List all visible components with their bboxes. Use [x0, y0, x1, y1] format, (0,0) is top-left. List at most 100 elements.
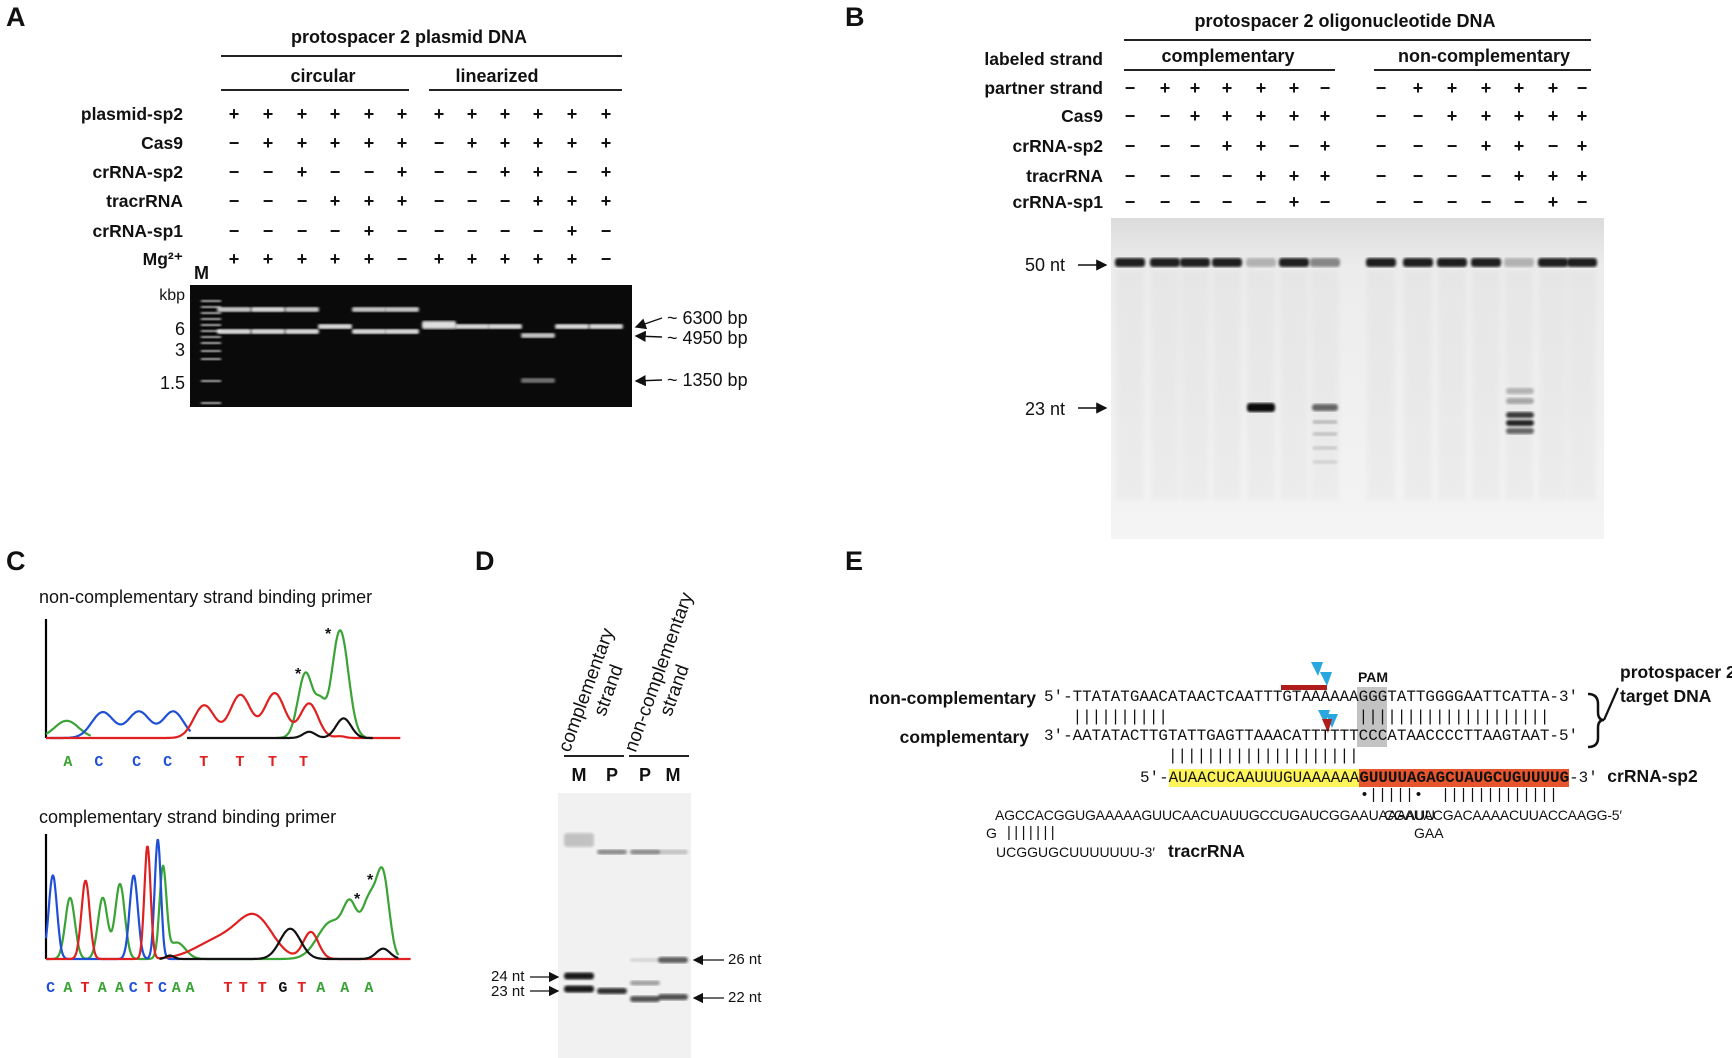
sign-plus: + [1255, 136, 1267, 156]
band-label-4950: ~ 4950 bp [667, 328, 748, 348]
gel-band [630, 996, 660, 1002]
panel-a-row-label: Mg²⁺ [142, 249, 183, 269]
bracket-pointer [1602, 687, 1620, 721]
base-call-bottom: T [238, 980, 248, 997]
panel-a-row-label: crRNA-sp2 [92, 162, 183, 182]
sign-minus: − [1159, 192, 1171, 212]
sign-minus: − [363, 162, 375, 182]
chromatogram-trace [159, 927, 399, 961]
sign-plus: + [1547, 106, 1559, 126]
sign-plus: + [532, 162, 544, 182]
ladder-band [201, 380, 221, 383]
sign-minus: − [1159, 136, 1171, 156]
sign-minus: − [566, 162, 578, 182]
sign-minus: − [1319, 192, 1331, 212]
ladder-band [201, 330, 221, 333]
sign-plus: + [1446, 78, 1458, 98]
lane-smear [1568, 270, 1596, 500]
band-arrow [634, 375, 663, 387]
sign-minus: − [600, 221, 612, 241]
base-call: C [132, 754, 142, 771]
gel-band [658, 994, 688, 1000]
sign-plus: + [1189, 78, 1201, 98]
band-label-6300: ~ 6300 bp [667, 308, 748, 328]
lane-smear [1367, 270, 1395, 500]
marker-lane-label: M [194, 263, 209, 283]
sign-plus: + [1480, 78, 1492, 98]
base-call-bottom: C [157, 980, 167, 997]
chromatogram-trace [276, 629, 367, 740]
sign-plus: + [566, 221, 578, 241]
base-call: T [199, 754, 209, 771]
sign-plus: + [363, 191, 375, 211]
sign-minus: − [466, 221, 478, 241]
sign-plus: + [396, 191, 408, 211]
gel-band [658, 957, 688, 963]
sign-minus: − [1159, 106, 1171, 126]
lane-smear [1280, 270, 1308, 500]
sign-minus: − [1480, 166, 1492, 186]
gel-band [352, 307, 386, 312]
gel-band-50nt [1437, 258, 1467, 267]
base-call-bottom: A [364, 980, 374, 997]
gel-band [564, 833, 594, 847]
gel-band [597, 849, 627, 855]
sign-plus: + [396, 133, 408, 153]
sign-plus: + [1480, 106, 1492, 126]
base-call-bottom: A [63, 980, 73, 997]
sign-plus: + [566, 249, 578, 269]
sign-minus: − [1446, 192, 1458, 212]
sign-minus: − [1446, 166, 1458, 186]
gel-band [630, 849, 660, 855]
group-complementary: complementary [1161, 46, 1295, 66]
divider [1124, 69, 1335, 71]
lane-smear [1539, 270, 1567, 500]
sign-plus: + [363, 249, 375, 269]
dna-pairing-bars: |||||||||| |||||||||||||||||||| [1044, 708, 1550, 726]
sign-plus: + [433, 249, 445, 269]
base-call-bottom: A [114, 980, 124, 997]
dna-rna-pairing-bars: |||||||||||||||||||| [1044, 747, 1359, 765]
sign-plus: + [566, 104, 578, 124]
gel-band-50nt [1279, 258, 1309, 267]
size-label-24nt: 24 nt [491, 968, 525, 985]
sign-plus: + [329, 104, 341, 124]
sign-minus: − [433, 162, 445, 182]
comp-strand-label: complementary [899, 727, 1029, 747]
sign-minus: − [499, 221, 511, 241]
sign-plus: + [600, 104, 612, 124]
sign-minus: − [466, 162, 478, 182]
divider [629, 755, 689, 757]
chromatogram-top-title: non-complementary strand binding primer [39, 587, 373, 607]
sign-plus: + [396, 162, 408, 182]
base-call-bottom: A [340, 980, 350, 997]
ladder-band [201, 300, 221, 303]
sign-plus: + [396, 104, 408, 124]
gel-band-50nt [1246, 258, 1276, 267]
sign-minus: − [296, 191, 308, 211]
sign-plus: + [433, 104, 445, 124]
ladder-band [201, 336, 221, 339]
gel-band [385, 307, 419, 312]
gel-band-50nt [1180, 258, 1210, 267]
base-call-bottom: A [171, 980, 181, 997]
sign-plus: + [1255, 78, 1267, 98]
group-circular: circular [290, 66, 356, 86]
sign-plus: + [1547, 166, 1559, 186]
sign-plus: + [532, 249, 544, 269]
gel-band-50nt [1471, 258, 1501, 267]
cleavage-arrowhead-icon [1320, 672, 1332, 686]
crrna-repeat: GUUUUAGAGCUAUGCUGUUUUG [1359, 769, 1570, 787]
tracrrna-tail: UCGGUGCUUUUUUU-3′ [996, 844, 1155, 860]
sign-minus: − [433, 191, 445, 211]
repeat-antirepeat-pairs: •|||||• ||||||||||||| [1360, 787, 1559, 804]
ladder-band [201, 306, 221, 309]
sign-minus: − [1189, 192, 1201, 212]
gel-band-50nt [1115, 258, 1145, 267]
sign-minus: − [1221, 192, 1233, 212]
tracrrna-loop-gaa: GAA [1414, 825, 1444, 841]
star-marker: * [354, 891, 361, 908]
lane-smear [1247, 270, 1275, 500]
panel-b-row-label: partner strand [984, 78, 1103, 98]
